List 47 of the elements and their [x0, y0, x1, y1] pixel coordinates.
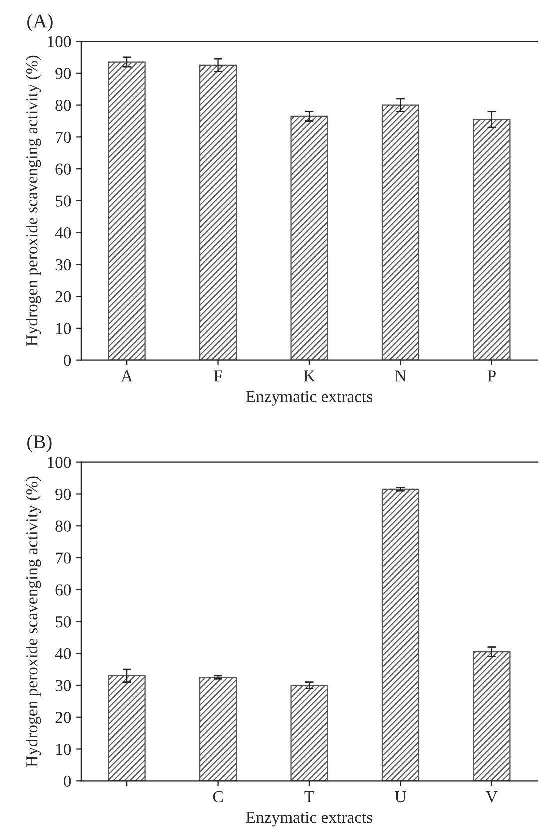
bar [108, 675, 146, 782]
y-tick-label: 40 [55, 648, 72, 660]
y-tick-label: 0 [64, 355, 72, 366]
y-tick-label: 20 [56, 712, 72, 724]
y-tick-label: 0 [64, 776, 72, 788]
y-tick-label: 60 [56, 584, 72, 596]
bar [382, 488, 420, 782]
y-tick-label: 100 [48, 457, 72, 468]
chart-title: (B) [28, 434, 52, 453]
bar [290, 684, 328, 782]
y-tick-label: 70 [56, 552, 72, 564]
x-tick-label: V [486, 792, 498, 803]
x-tick-label: N [395, 370, 406, 382]
y-tick-label: 100 [48, 36, 72, 48]
bar [199, 64, 238, 360]
y-tick-label: 30 [56, 680, 72, 692]
x-tick-label: K [304, 370, 316, 382]
bar [382, 104, 420, 360]
x-tick-label: T [304, 792, 314, 802]
x-tick-label: F [214, 370, 222, 382]
y-tick-label: 40 [55, 228, 72, 239]
y-tick-label: 10 [56, 744, 72, 756]
bar [199, 676, 238, 782]
bar [473, 119, 511, 360]
y-tick-label: 20 [56, 291, 72, 303]
x-axis-title: Enzymatic extracts [246, 812, 373, 827]
y-tick-label: 80 [56, 100, 72, 112]
x-tick-label: A [121, 370, 133, 382]
y-tick-label: 90 [56, 488, 72, 500]
y-tick-label: 60 [56, 164, 72, 176]
x-axis-title: Enzymatic extracts [246, 391, 373, 406]
chart-title: (A) [28, 14, 53, 32]
y-tick-label: 90 [56, 68, 72, 80]
x-tick-label: C [213, 791, 223, 803]
x-tick-label: U [395, 792, 406, 803]
bar [290, 116, 328, 360]
x-tick-label: P [488, 370, 496, 382]
y-tick-label: 50 [56, 196, 72, 207]
y-tick-label: 80 [56, 520, 72, 532]
y-tick-label: 50 [56, 616, 72, 628]
bar [473, 651, 511, 782]
y-axis-title: Hydrogen peroxide scavenging activity (%) [26, 476, 42, 768]
y-tick-label: 70 [56, 132, 72, 144]
y-tick-label: 10 [56, 323, 72, 334]
y-tick-label: 30 [56, 259, 72, 271]
bar [108, 62, 146, 360]
y-axis-title: Hydrogen peroxide scavenging activity (%) [26, 56, 42, 346]
